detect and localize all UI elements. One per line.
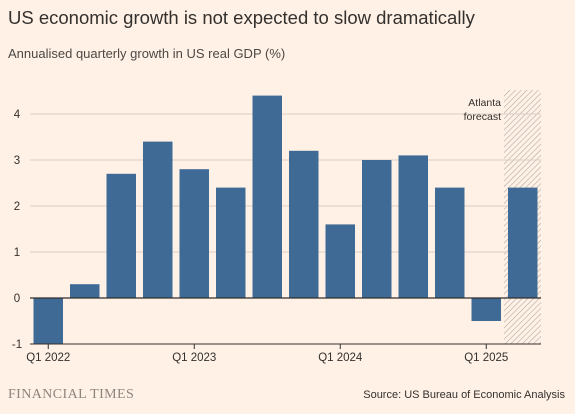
bar-q3-2023 xyxy=(252,95,282,298)
bar-q2-2025 xyxy=(508,187,538,298)
x-tick-label: Q1 2022 xyxy=(26,352,70,364)
bar-q3-2022 xyxy=(106,173,136,298)
y-tick-label: 1 xyxy=(14,247,20,259)
x-tick-label: Q1 2023 xyxy=(172,352,216,364)
bar-q4-2024 xyxy=(435,187,465,298)
forecast-label-line: forecast xyxy=(464,111,501,123)
source-note: Source: US Bureau of Economic Analysis xyxy=(363,389,565,401)
y-tick-label: 0 xyxy=(14,293,20,305)
bar-q1-2023 xyxy=(179,169,209,298)
x-tick-label: Q1 2025 xyxy=(464,352,508,364)
bar-q2-2022 xyxy=(70,284,100,298)
bar-q1-2024 xyxy=(325,224,355,298)
forecast-label-line: Atlanta xyxy=(468,97,501,109)
bar-q3-2024 xyxy=(398,155,428,298)
brand-logo-text: FINANCIAL TIMES xyxy=(8,387,135,402)
bar-q1-2022 xyxy=(33,298,63,344)
bar-q1-2025 xyxy=(471,298,501,321)
y-tick-label: 2 xyxy=(14,201,20,213)
bar-q2-2023 xyxy=(216,187,246,298)
bar-q2-2024 xyxy=(362,160,392,298)
chart-subtitle: Annualised quarterly growth in US real G… xyxy=(8,46,286,61)
x-axis: Q1 2022 Q1 2023 Q1 2024 Q1 2025 xyxy=(26,343,541,364)
chart-title: US economic growth is not expected to sl… xyxy=(8,7,475,28)
y-tick-label: -1 xyxy=(12,339,22,351)
x-tick-label: Q1 2024 xyxy=(318,352,363,364)
bars xyxy=(33,95,538,344)
bar-q4-2022 xyxy=(143,141,173,298)
y-tick-label: 4 xyxy=(14,109,21,121)
y-tick-label: 3 xyxy=(14,155,20,167)
bar-q4-2023 xyxy=(289,150,319,298)
forecast-label: Atlanta forecast xyxy=(464,97,502,123)
y-axis-labels: -1 0 1 2 3 4 xyxy=(12,109,22,351)
